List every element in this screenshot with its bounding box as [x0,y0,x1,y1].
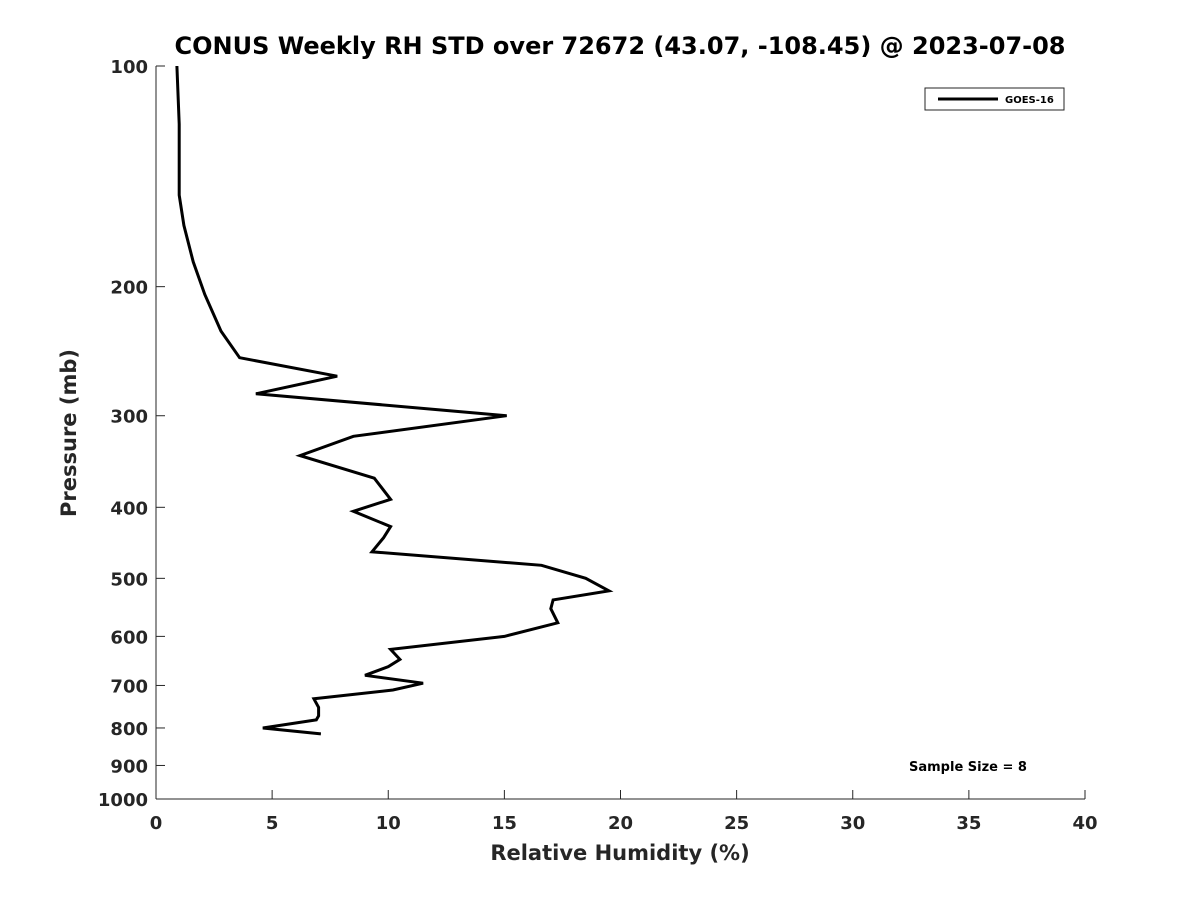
x-tick-label: 35 [956,813,981,834]
x-tick-label: 25 [724,813,749,834]
y-tick-label: 100 [110,57,148,78]
x-tick-label: 10 [376,813,401,834]
y-ticks: 100 200 300 400 500 600 700 800 900 1000 [98,57,165,811]
legend-label-goes-16: GOES-16 [1005,95,1054,106]
y-tick-label: 400 [110,498,148,519]
x-tick-label: 15 [492,813,517,834]
y-tick-label: 900 [110,756,148,777]
y-tick-label: 800 [110,719,148,740]
chart-title: CONUS Weekly RH STD over 72672 (43.07, -… [174,32,1065,60]
y-tick-label: 300 [110,407,148,428]
x-axis-label: Relative Humidity (%) [490,841,749,865]
x-tick-label: 40 [1072,813,1097,834]
y-tick-label: 600 [110,627,148,648]
x-tick-label: 30 [840,813,865,834]
sample-size-annotation: Sample Size = 8 [909,760,1027,775]
y-axis-label: Pressure (mb) [57,349,81,517]
y-tick-label: 500 [110,569,148,590]
series-line-goes-16 [175,65,614,736]
x-ticks: 0 5 10 15 20 25 30 35 40 [150,790,1098,834]
x-tick-label: 5 [266,813,279,834]
y-tick-label: 1000 [98,790,148,811]
plot-area [156,66,1085,799]
y-tick-label: 700 [110,676,148,697]
legend: GOES-16 [924,87,1065,111]
y-tick-label: 200 [110,278,148,299]
series-layer [175,65,614,736]
x-tick-label: 0 [150,813,163,834]
x-tick-label: 20 [608,813,633,834]
